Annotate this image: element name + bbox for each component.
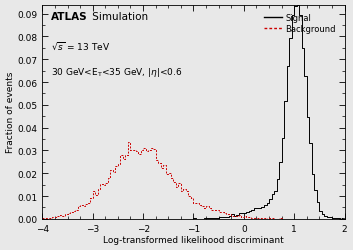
Text: $\sqrt{s}$ = 13 TeV: $\sqrt{s}$ = 13 TeV xyxy=(52,40,111,51)
X-axis label: Log-transformed likelihood discriminant: Log-transformed likelihood discriminant xyxy=(103,236,284,244)
Legend: Signal, Background: Signal, Background xyxy=(262,12,337,36)
Y-axis label: Fraction of events: Fraction of events xyxy=(6,72,14,153)
Text: ATLAS: ATLAS xyxy=(52,12,88,22)
Text: Simulation: Simulation xyxy=(89,12,148,22)
Text: 30 GeV<E$_{\mathrm{T}}$<35 GeV, |$\eta$|<0.6: 30 GeV<E$_{\mathrm{T}}$<35 GeV, |$\eta$|… xyxy=(52,65,183,78)
